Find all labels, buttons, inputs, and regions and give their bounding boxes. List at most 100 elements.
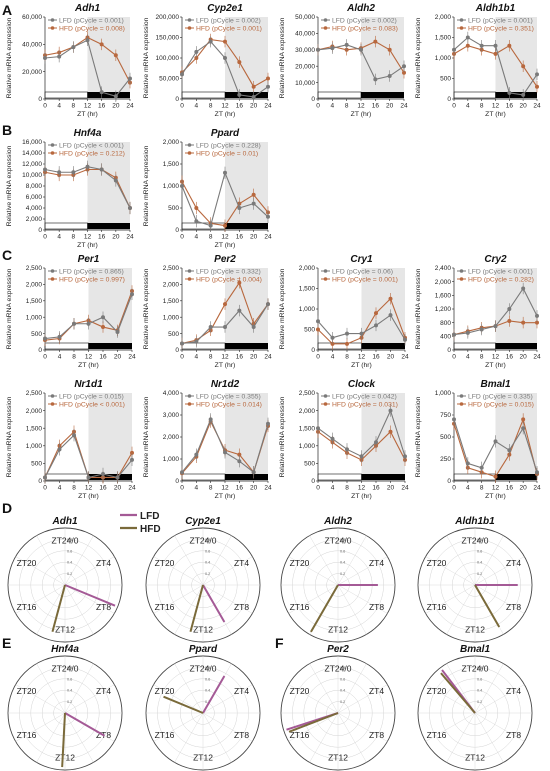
- x-tick-label: 20: [114, 354, 122, 361]
- legend-marker: [50, 277, 55, 281]
- data-point-lfd: [465, 35, 470, 40]
- data-point-lfd: [493, 439, 498, 444]
- y-tick-label: 4,000: [163, 390, 180, 397]
- y-tick-label: 40,000: [295, 31, 315, 38]
- polar-radial-label: 0.2: [205, 700, 210, 704]
- x-tick-label: 4: [57, 103, 61, 110]
- x-tick-label: 8: [72, 234, 76, 241]
- y-tick-label: 2,000: [163, 434, 180, 441]
- light-phase-bar: [44, 342, 89, 350]
- polar-radial-label: 0.6: [67, 549, 72, 553]
- data-point-lfd: [57, 447, 62, 452]
- x-tick-label: 0: [316, 354, 320, 361]
- polar-spoke: [474, 684, 525, 714]
- x-tick-label: 16: [506, 354, 514, 361]
- y-tick-label: 0: [311, 96, 315, 103]
- legend-label: LFD (pCycle = 0.042): [332, 393, 397, 400]
- legend-marker: [187, 143, 192, 147]
- dark-phase-bar: [361, 92, 404, 98]
- x-tick-label: 24: [533, 103, 541, 110]
- y-tick-label: 1,500: [26, 298, 43, 305]
- line-chart-bmal1: 0 250 500 750 1,000 0 4 8 12 16 20 24 ZT (hr) Relativ…: [415, 379, 541, 500]
- x-axis-label: ZT (hr): [485, 362, 506, 369]
- polar-radial-label: 0.4: [340, 561, 345, 565]
- line-chart-aldh2: 0 10,000 20,000 30,000 40,000 50,000 0 4 8 12 16 20…: [279, 3, 408, 118]
- x-tick-label: 16: [99, 354, 107, 361]
- polar-zt-label: ZT12: [465, 752, 485, 762]
- data-point-lfd: [57, 54, 62, 59]
- y-tick-label: 500: [168, 205, 179, 212]
- data-point-lfd: [521, 426, 526, 431]
- data-point-lfd: [43, 167, 47, 172]
- data-point-lfd: [101, 315, 105, 320]
- chart-title: Aldh1b1: [475, 3, 516, 14]
- y-tick-label: 0: [38, 96, 42, 103]
- polar-zt-label: ZT20: [17, 558, 37, 568]
- x-axis-label: ZT (hr): [485, 111, 506, 118]
- x-tick-label: 24: [264, 354, 272, 361]
- x-tick-label: 0: [180, 354, 184, 361]
- x-tick-label: 8: [345, 354, 349, 361]
- legend-label: HFD (pCycle < 0.001): [59, 401, 125, 408]
- y-tick-label: 0: [38, 347, 42, 354]
- x-tick-label: 8: [209, 234, 213, 241]
- x-tick-label: 12: [358, 485, 366, 492]
- polar-spoke: [288, 712, 339, 742]
- polar-zt-label: ZT4: [96, 558, 111, 568]
- data-point-hfd: [388, 296, 393, 301]
- data-point-lfd: [194, 452, 199, 457]
- polar-zt-label: ZT12: [55, 624, 75, 634]
- y-tick-label: 10,000: [22, 172, 42, 179]
- legend-label: LFD (pCycle = 0.002): [332, 17, 397, 24]
- y-tick-label: 0: [175, 478, 179, 485]
- legend-marker: [323, 26, 328, 30]
- y-axis-label: Relative mRNA expression: [6, 268, 13, 349]
- data-point-lfd: [316, 319, 320, 324]
- light-phase-bar: [181, 473, 226, 481]
- data-point-lfd: [208, 223, 213, 228]
- polar-zt-label: ZT12: [328, 624, 348, 634]
- x-axis-label: ZT (hr): [215, 111, 236, 118]
- y-tick-label: 800: [440, 320, 451, 327]
- x-tick-label: 12: [221, 354, 229, 361]
- legend-marker: [459, 26, 464, 30]
- chart-title: Aldh2: [346, 3, 375, 14]
- data-point-hfd: [194, 56, 199, 60]
- data-point-hfd: [237, 280, 242, 285]
- x-tick-label: 4: [195, 234, 199, 241]
- polar-radial-label: 0.8: [67, 666, 72, 670]
- data-point-lfd: [507, 307, 512, 311]
- dark-phase-bar: [87, 92, 130, 98]
- data-point-lfd: [266, 421, 270, 426]
- y-tick-label: 500: [440, 434, 451, 441]
- x-tick-label: 12: [85, 354, 93, 361]
- y-tick-label: 0: [447, 96, 451, 103]
- polar-radial-label: 0.2: [205, 572, 210, 576]
- data-point-lfd: [86, 475, 91, 480]
- data-point-lfd: [521, 286, 526, 291]
- data-point-lfd: [452, 332, 456, 337]
- data-point-lfd: [535, 72, 539, 77]
- data-point-lfd: [180, 470, 184, 475]
- data-point-hfd: [493, 51, 498, 56]
- polar-title: Bmal1: [460, 644, 490, 655]
- data-point-lfd: [130, 292, 134, 297]
- acrophase-vector-lfd: [202, 675, 226, 714]
- y-tick-label: 1,000: [435, 55, 452, 62]
- polar-spoke: [446, 663, 476, 714]
- polar-zt-label: ZT4: [234, 686, 249, 696]
- data-point-hfd: [130, 450, 134, 455]
- polar-spoke: [174, 663, 204, 714]
- y-tick-label: 2,000: [163, 282, 180, 289]
- y-axis-label: Relative mRNA expression: [6, 17, 13, 98]
- x-tick-label: 4: [466, 485, 470, 492]
- polar-spoke: [446, 712, 476, 763]
- x-tick-label: 24: [401, 354, 409, 361]
- y-tick-label: 0: [447, 347, 451, 354]
- x-tick-label: 16: [98, 234, 106, 241]
- legend-label: LFD (pCycle = 0.002): [196, 17, 261, 24]
- data-point-hfd: [99, 42, 104, 47]
- data-point-hfd: [374, 311, 378, 316]
- data-point-hfd: [373, 39, 378, 44]
